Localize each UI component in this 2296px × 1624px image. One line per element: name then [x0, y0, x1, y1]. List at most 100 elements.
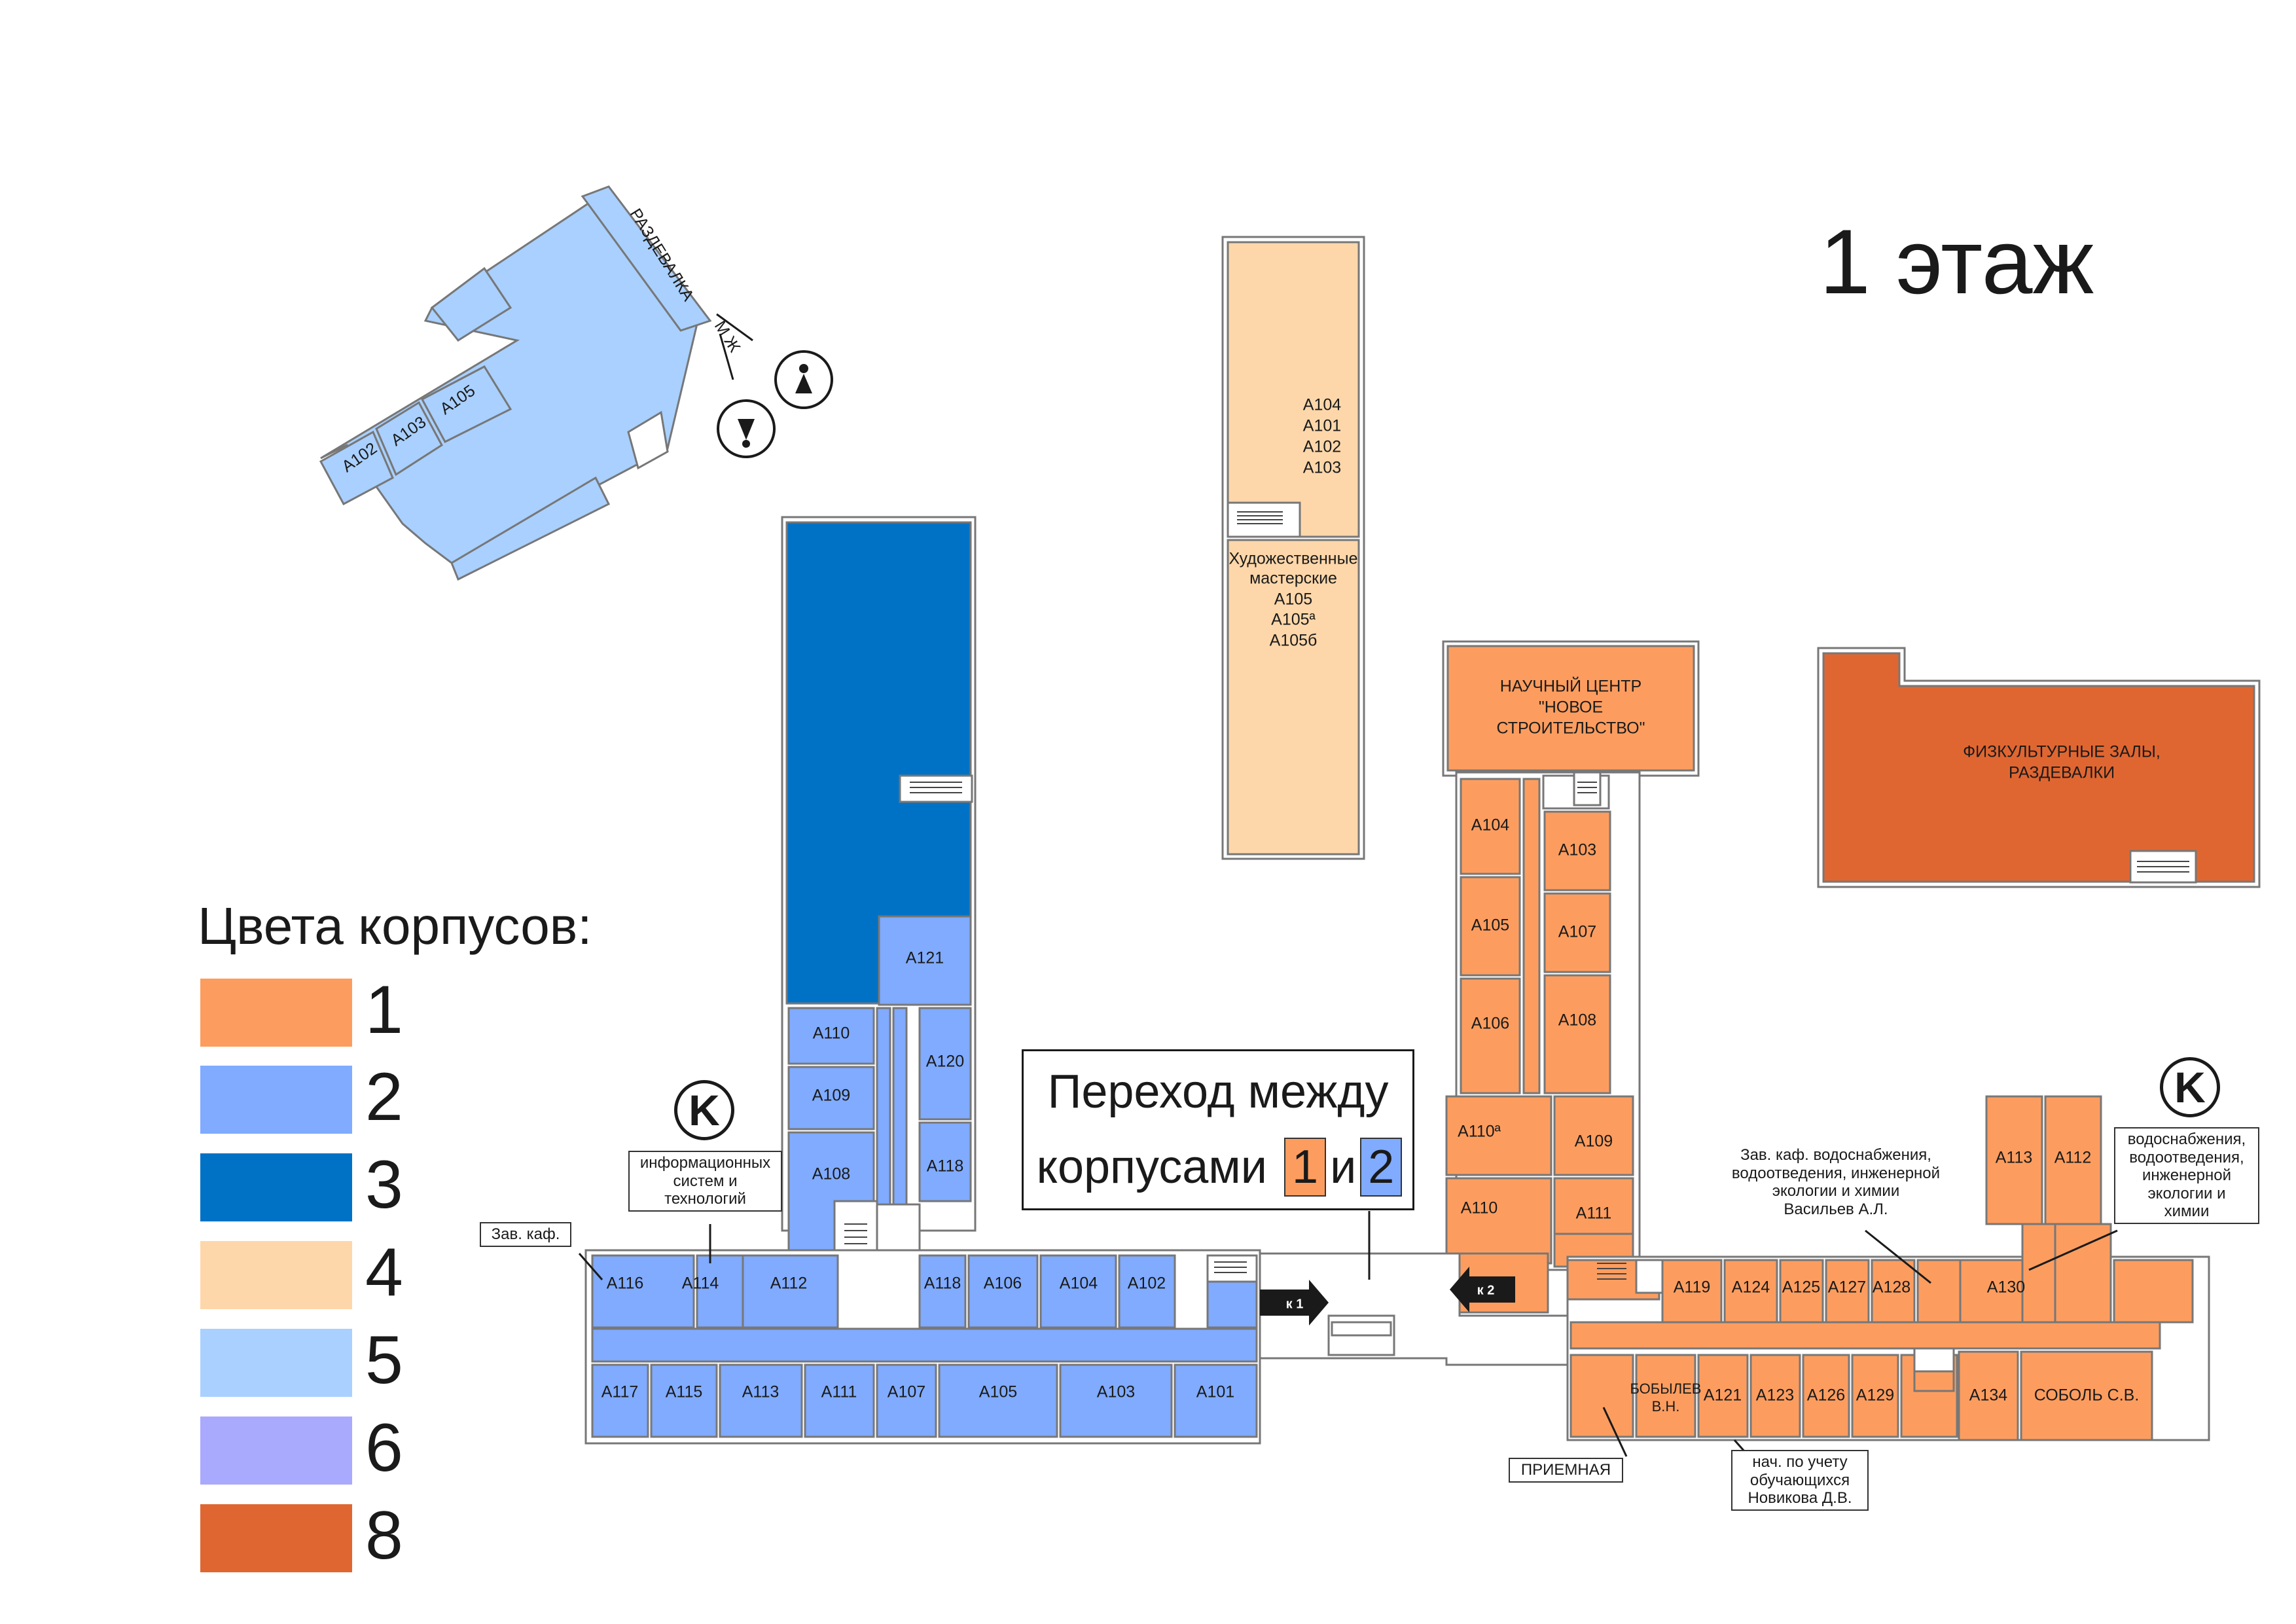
workshop-label: А105 — [1274, 590, 1312, 609]
legend-item: 3 — [200, 1151, 593, 1225]
room-label: А129 — [1856, 1386, 1894, 1405]
legend-swatch — [200, 1416, 352, 1485]
callout-line: систем и — [673, 1172, 738, 1190]
legend-swatch — [200, 1241, 352, 1309]
room-label: А103 — [1303, 459, 1341, 477]
callout-line: обучающихся — [1749, 1471, 1850, 1489]
legend-label: 8 — [365, 1498, 403, 1574]
woman-symbol — [795, 364, 812, 393]
gym-label: ФИЗКУЛЬТУРНЫЕ ЗАЛЫ, — [1963, 743, 2161, 761]
floor-title: 1 этаж — [1820, 210, 2094, 313]
callout-reception: ПРИЕМНАЯ — [1509, 1458, 1623, 1483]
legend-label: 5 — [365, 1322, 403, 1398]
room-label: А108 — [1558, 1011, 1596, 1030]
room-label: А103 — [1558, 841, 1596, 859]
building-4 — [1221, 236, 1365, 860]
legend-item: 4 — [200, 1238, 593, 1313]
room-label: А106 — [1471, 1015, 1509, 1033]
legend-swatch — [200, 1066, 352, 1134]
room-label: А107 — [888, 1383, 925, 1401]
room-label: СОБОЛЬ С.В. — [2034, 1386, 2140, 1405]
room-label: А101 — [1196, 1383, 1234, 1401]
science-center-label: НАУЧНЫЙ ЦЕНТР — [1500, 676, 1641, 696]
transition-prefix: корпусами — [1036, 1141, 1267, 1193]
legend-swatch — [200, 1153, 352, 1221]
room-label: А110 — [1461, 1199, 1498, 1218]
building-2 — [584, 915, 1261, 1445]
callout-line: экологии и химии — [1772, 1182, 1900, 1200]
room-label: А109 — [1575, 1132, 1613, 1151]
callout-line: водоснабжения, — [2127, 1130, 2246, 1148]
building-8 — [1817, 647, 2261, 888]
room-label: А111 — [1576, 1204, 1612, 1223]
room-label: А112 — [2054, 1149, 2092, 1167]
leader-lines — [578, 1211, 2118, 1470]
room-label: А119 — [1674, 1278, 1711, 1297]
arrow-to-building-2 — [1450, 1267, 1515, 1312]
room-label: А113 — [1996, 1149, 2033, 1167]
room-label: А104 — [1471, 816, 1509, 835]
callout-line: инженерной — [2142, 1166, 2232, 1185]
room-label: А104 — [1060, 1274, 1098, 1293]
callout-zav-kaf: Зав. каф. — [480, 1222, 571, 1247]
legend-item: 5 — [200, 1322, 593, 1401]
callout-water-head: Зав. каф. водоснабжения, водоотведения, … — [1715, 1144, 1957, 1220]
room-label: А126 — [1807, 1386, 1845, 1405]
man-icon — [717, 399, 776, 458]
legend-title: Цвета корпусов: — [198, 897, 592, 955]
arrow-label: к 1 — [1286, 1297, 1304, 1311]
callout-line: водоотведения, — [2129, 1148, 2244, 1166]
room-label: А121 — [1704, 1386, 1742, 1405]
room-label: А102 — [1128, 1274, 1166, 1293]
room-label: А114 — [682, 1274, 719, 1293]
room-label: А110ª — [1458, 1123, 1501, 1141]
room-label: А108 — [812, 1165, 850, 1183]
room-label: А118 — [924, 1274, 961, 1293]
building-chip-1: 1 — [1284, 1138, 1327, 1197]
legend-item: 6 — [200, 1414, 593, 1489]
callout-line: Васильев А.Л. — [1784, 1200, 1888, 1218]
legend-label: 1 — [365, 972, 403, 1048]
building-chip-2: 2 — [1360, 1138, 1403, 1197]
room-label: А125 — [1782, 1278, 1820, 1297]
workshop-label: А105б — [1270, 632, 1318, 650]
k-icon: K — [674, 1080, 734, 1140]
man-symbol — [738, 419, 755, 448]
room-label: А110 — [813, 1024, 850, 1043]
building-1 — [1442, 640, 2210, 1441]
gym-label: РАЗДЕВАЛКИ — [2009, 764, 2115, 782]
room-label: А134 — [1969, 1386, 2007, 1405]
legend-item: 8 — [200, 1498, 593, 1576]
transition-conjunction: и — [1330, 1141, 1357, 1193]
callout-it-department: информационных систем и технологий — [628, 1151, 782, 1212]
room-label: А130 — [1987, 1278, 2025, 1297]
callout-line: Зав. каф. водоснабжения, — [1740, 1146, 1931, 1164]
legend-swatch — [200, 1329, 352, 1397]
callout-line: экологии и — [2147, 1184, 2226, 1202]
callout-water-department: водоснабжения, водоотведения, инженерной… — [2114, 1127, 2259, 1224]
room-label-wc: М Ж — [711, 317, 744, 355]
room-label: В.Н. — [1652, 1398, 1680, 1415]
callout-line: информационных — [639, 1154, 771, 1172]
workshop-label: мастерские — [1249, 569, 1337, 588]
room-label: А121 — [906, 949, 944, 967]
workshop-label: Художественные — [1229, 550, 1358, 568]
room-label: А127 — [1828, 1278, 1866, 1297]
science-center-label: СТРОИТЕЛЬСТВО" — [1497, 719, 1645, 738]
room-label: А103 — [1097, 1383, 1135, 1401]
room-label: А113 — [742, 1383, 780, 1401]
room-label: А120 — [926, 1053, 964, 1071]
arrow-label: к 2 — [1477, 1283, 1495, 1297]
legend-item: 1 — [200, 972, 593, 1051]
k-icon: K — [2160, 1057, 2220, 1117]
room-label: А104 — [1303, 396, 1341, 414]
workshop-label: А105ª — [1271, 611, 1316, 629]
room-label: А109 — [812, 1087, 850, 1105]
room-label: А117 — [601, 1383, 639, 1401]
room-label: А111 — [821, 1383, 857, 1401]
room-label: А112 — [770, 1274, 808, 1293]
arrow-to-building-1 — [1260, 1280, 1329, 1326]
